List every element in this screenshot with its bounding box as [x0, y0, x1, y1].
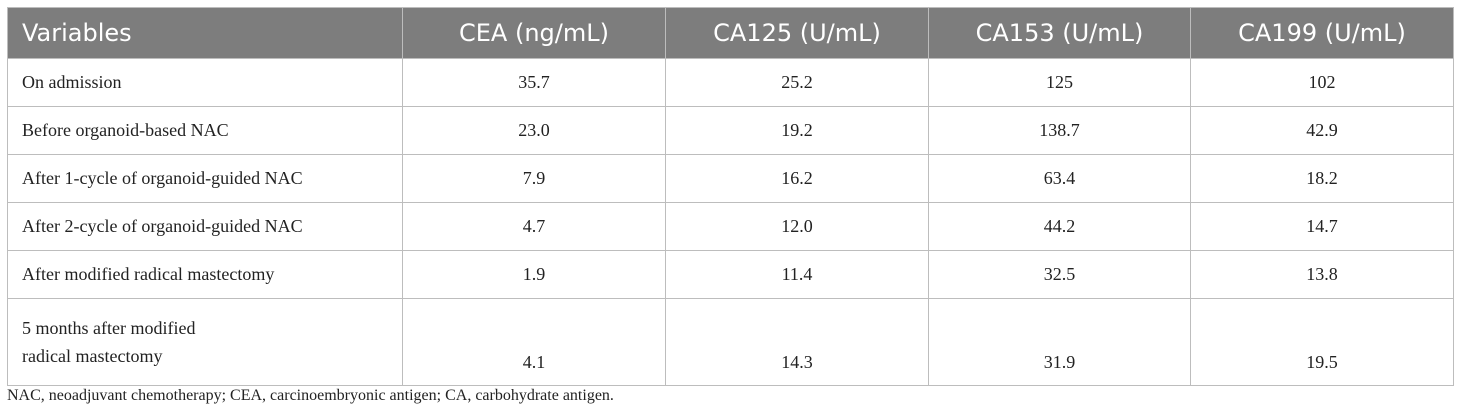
- ca153-value: 125: [928, 58, 1191, 107]
- ca199-value: 102: [1190, 58, 1454, 107]
- ca125-value: 16.2: [665, 154, 929, 203]
- ca153-value: 32.5: [928, 250, 1191, 299]
- header-row: Variables CEA (ng/mL) CA125 (U/mL) CA153…: [7, 7, 1454, 59]
- ca125-value: 19.2: [665, 106, 929, 155]
- ca125-value: 14.3: [665, 298, 929, 386]
- header-ca125: CA125 (U/mL): [665, 7, 929, 59]
- tumor-markers-table: Variables CEA (ng/mL) CA125 (U/mL) CA153…: [7, 7, 1454, 386]
- table-row: 5 months after modified radical mastecto…: [7, 298, 1454, 386]
- ca125-value: 11.4: [665, 250, 929, 299]
- table-row: Before organoid-based NAC 23.0 19.2 138.…: [7, 106, 1454, 155]
- table-footnote: NAC, neoadjuvant chemotherapy; CEA, carc…: [7, 387, 614, 404]
- table-row: On admission 35.7 25.2 125 102: [7, 58, 1454, 107]
- row-label: After 1-cycle of organoid-guided NAC: [7, 154, 403, 203]
- header-ca153: CA153 (U/mL): [928, 7, 1191, 59]
- header-variables: Variables: [7, 7, 403, 59]
- table-row: After modified radical mastectomy 1.9 11…: [7, 250, 1454, 299]
- header-ca199: CA199 (U/mL): [1190, 7, 1454, 59]
- row-label: After modified radical mastectomy: [7, 250, 403, 299]
- ca125-value: 25.2: [665, 58, 929, 107]
- ca199-value: 18.2: [1190, 154, 1454, 203]
- header-cea: CEA (ng/mL): [402, 7, 666, 59]
- row-label: Before organoid-based NAC: [7, 106, 403, 155]
- cea-value: 35.7: [402, 58, 666, 107]
- ca199-value: 42.9: [1190, 106, 1454, 155]
- ca153-value: 44.2: [928, 202, 1191, 251]
- ca199-value: 19.5: [1190, 298, 1454, 386]
- ca153-value: 31.9: [928, 298, 1191, 386]
- cea-value: 4.7: [402, 202, 666, 251]
- ca153-value: 63.4: [928, 154, 1191, 203]
- row-label: After 2-cycle of organoid-guided NAC: [7, 202, 403, 251]
- table-row: After 2-cycle of organoid-guided NAC 4.7…: [7, 202, 1454, 251]
- cea-value: 7.9: [402, 154, 666, 203]
- row-label-line: 5 months after modified: [22, 318, 196, 338]
- row-label: 5 months after modified radical mastecto…: [7, 298, 403, 386]
- ca125-value: 12.0: [665, 202, 929, 251]
- row-label-line: radical mastectomy: [22, 346, 163, 366]
- table-container: Variables CEA (ng/mL) CA125 (U/mL) CA153…: [7, 7, 1454, 386]
- row-label: On admission: [7, 58, 403, 107]
- ca199-value: 13.8: [1190, 250, 1454, 299]
- cea-value: 23.0: [402, 106, 666, 155]
- table-row: After 1-cycle of organoid-guided NAC 7.9…: [7, 154, 1454, 203]
- cea-value: 1.9: [402, 250, 666, 299]
- cea-value: 4.1: [402, 298, 666, 386]
- ca199-value: 14.7: [1190, 202, 1454, 251]
- ca153-value: 138.7: [928, 106, 1191, 155]
